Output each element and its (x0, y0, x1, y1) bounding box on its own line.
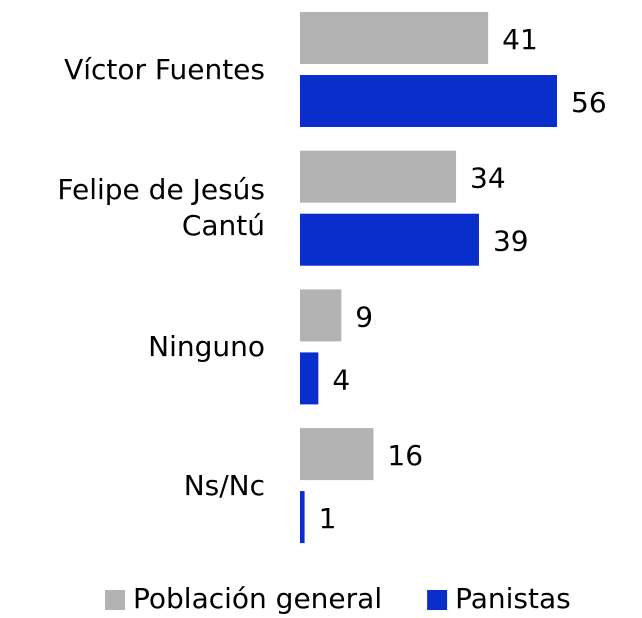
category-label: Ninguno (148, 329, 265, 363)
bar (300, 352, 319, 405)
value-label: 4 (332, 363, 350, 396)
value-label: 56 (571, 86, 607, 119)
legend-swatch (427, 590, 448, 610)
bar (300, 75, 557, 127)
bar (300, 289, 342, 342)
value-label: 41 (502, 23, 538, 56)
legend-label: Población general (133, 582, 382, 615)
bar (300, 12, 489, 64)
bar (300, 213, 479, 266)
value-label: 9 (355, 300, 373, 333)
category-label: Ns/Nc (183, 468, 265, 502)
bar (300, 150, 457, 203)
category-label: Felipe de Jesús Cantú (57, 173, 265, 243)
bar (300, 428, 374, 481)
legend-swatch (105, 590, 125, 610)
value-label: 1 (319, 502, 337, 535)
bar (300, 491, 305, 544)
value-label: 34 (470, 162, 506, 195)
value-label: 39 (493, 225, 529, 258)
legend-label: Panistas (455, 582, 571, 615)
value-label: 16 (387, 439, 423, 472)
category-label: Víctor Fuentes (64, 52, 265, 86)
